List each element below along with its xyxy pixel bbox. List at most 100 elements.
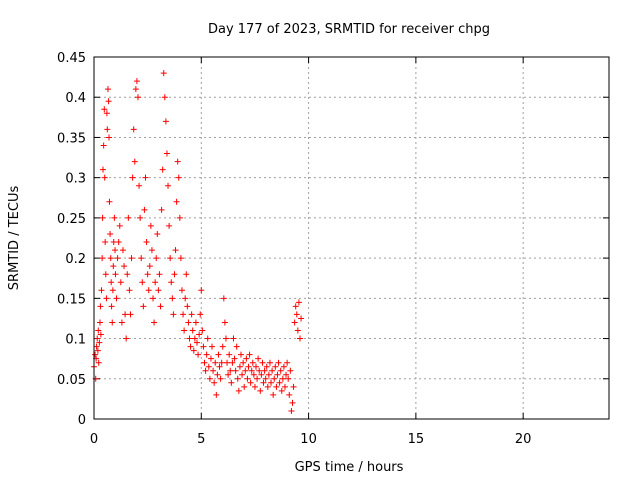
data-points-layer (91, 70, 305, 414)
data-point (109, 319, 116, 326)
data-point (113, 295, 120, 302)
ticks-layer: 0 0.05 0.1 0.15 0.2 0.25 0.3 0.35 0.4 0.45 0 5 10 15 2… (57, 51, 609, 447)
data-point (133, 78, 140, 85)
data-point (217, 375, 224, 382)
data-point (100, 166, 107, 173)
data-point (253, 363, 260, 370)
data-point (272, 363, 279, 370)
data-point (147, 222, 154, 229)
data-point (154, 230, 161, 237)
data-point (245, 363, 252, 370)
data-point (178, 287, 185, 294)
data-point (111, 214, 118, 221)
data-point (167, 255, 174, 262)
data-point (94, 335, 101, 342)
data-point (106, 134, 113, 141)
data-point (207, 355, 214, 362)
data-point (236, 363, 243, 370)
data-point (123, 335, 130, 342)
data-point (213, 391, 220, 398)
data-point (197, 311, 204, 318)
data-point (141, 206, 148, 213)
data-point (110, 263, 117, 270)
data-point (291, 319, 298, 326)
x-axis-label: GPS time / hours (295, 460, 404, 475)
data-point (292, 303, 299, 310)
data-point (231, 355, 238, 362)
data-point (131, 158, 138, 165)
data-point (233, 343, 240, 350)
data-point (251, 383, 258, 390)
data-point (134, 94, 141, 101)
data-point (159, 166, 166, 173)
x-tick-label: 10 (300, 432, 317, 447)
data-point (265, 371, 272, 378)
data-point (136, 182, 143, 189)
data-point (218, 359, 225, 366)
data-point (270, 391, 277, 398)
data-point (239, 371, 246, 378)
data-point (172, 247, 179, 254)
data-point (276, 379, 283, 386)
data-point (222, 335, 229, 342)
data-point (258, 371, 265, 378)
data-point (185, 319, 192, 326)
data-point (173, 198, 180, 205)
data-point (160, 70, 167, 77)
data-point (264, 383, 271, 390)
data-point (94, 347, 101, 354)
data-point (112, 271, 119, 278)
data-point (237, 351, 244, 358)
data-point (174, 158, 181, 165)
data-point (201, 359, 208, 366)
data-point (126, 287, 133, 294)
data-point (234, 375, 241, 382)
data-point (248, 367, 255, 374)
data-point (194, 339, 200, 346)
data-point (108, 279, 115, 286)
data-point (163, 150, 170, 157)
data-point (286, 391, 293, 398)
data-point (210, 367, 217, 374)
data-point (138, 255, 145, 262)
data-point (298, 315, 305, 322)
data-point (182, 295, 189, 302)
data-point (145, 287, 152, 294)
data-point (191, 335, 198, 342)
y-tick-label: 0.3 (65, 172, 86, 187)
y-tick-label: 0.25 (57, 212, 86, 227)
data-point (104, 86, 111, 93)
data-point (224, 359, 231, 366)
data-point (228, 379, 235, 386)
y-tick-label: 0.45 (57, 51, 86, 66)
data-point (102, 271, 109, 278)
data-point (121, 263, 128, 270)
x-tick-label: 20 (515, 432, 532, 447)
data-point (204, 335, 211, 342)
data-point (103, 295, 110, 302)
data-point (189, 327, 196, 334)
data-point (96, 339, 103, 346)
data-point (177, 255, 184, 262)
data-point (181, 327, 188, 334)
data-point (249, 359, 256, 366)
data-point (165, 182, 172, 189)
data-point (150, 295, 157, 302)
data-point (219, 343, 226, 350)
data-point (92, 351, 99, 358)
data-point (283, 371, 290, 378)
data-point (243, 355, 250, 362)
data-point (195, 351, 202, 358)
y-tick-label: 0.05 (57, 373, 86, 388)
data-point (146, 263, 153, 270)
data-point (241, 383, 248, 390)
data-point (199, 327, 206, 334)
data-point (215, 351, 222, 358)
data-point (255, 355, 262, 362)
data-point (117, 279, 124, 286)
data-point (93, 343, 100, 350)
data-point (214, 371, 221, 378)
data-point (227, 367, 234, 374)
data-point (281, 383, 288, 390)
